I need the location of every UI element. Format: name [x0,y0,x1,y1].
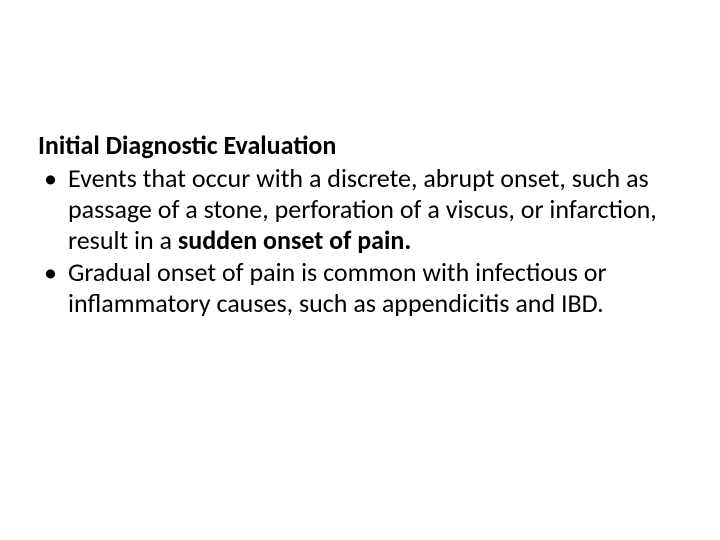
bullet-text-bold: sudden onset of pain. [178,224,411,256]
list-item: Gradual onset of pain is common with inf… [38,257,660,318]
slide: Initial Diagnostic Evaluation Events tha… [0,0,720,540]
bullet-text-pre: Gradual onset of pain is common with inf… [68,256,607,319]
bullet-list: Events that occur with a discrete, abrup… [38,163,660,318]
list-item: Events that occur with a discrete, abrup… [38,163,660,255]
slide-heading: Initial Diagnostic Evaluation [38,130,660,161]
